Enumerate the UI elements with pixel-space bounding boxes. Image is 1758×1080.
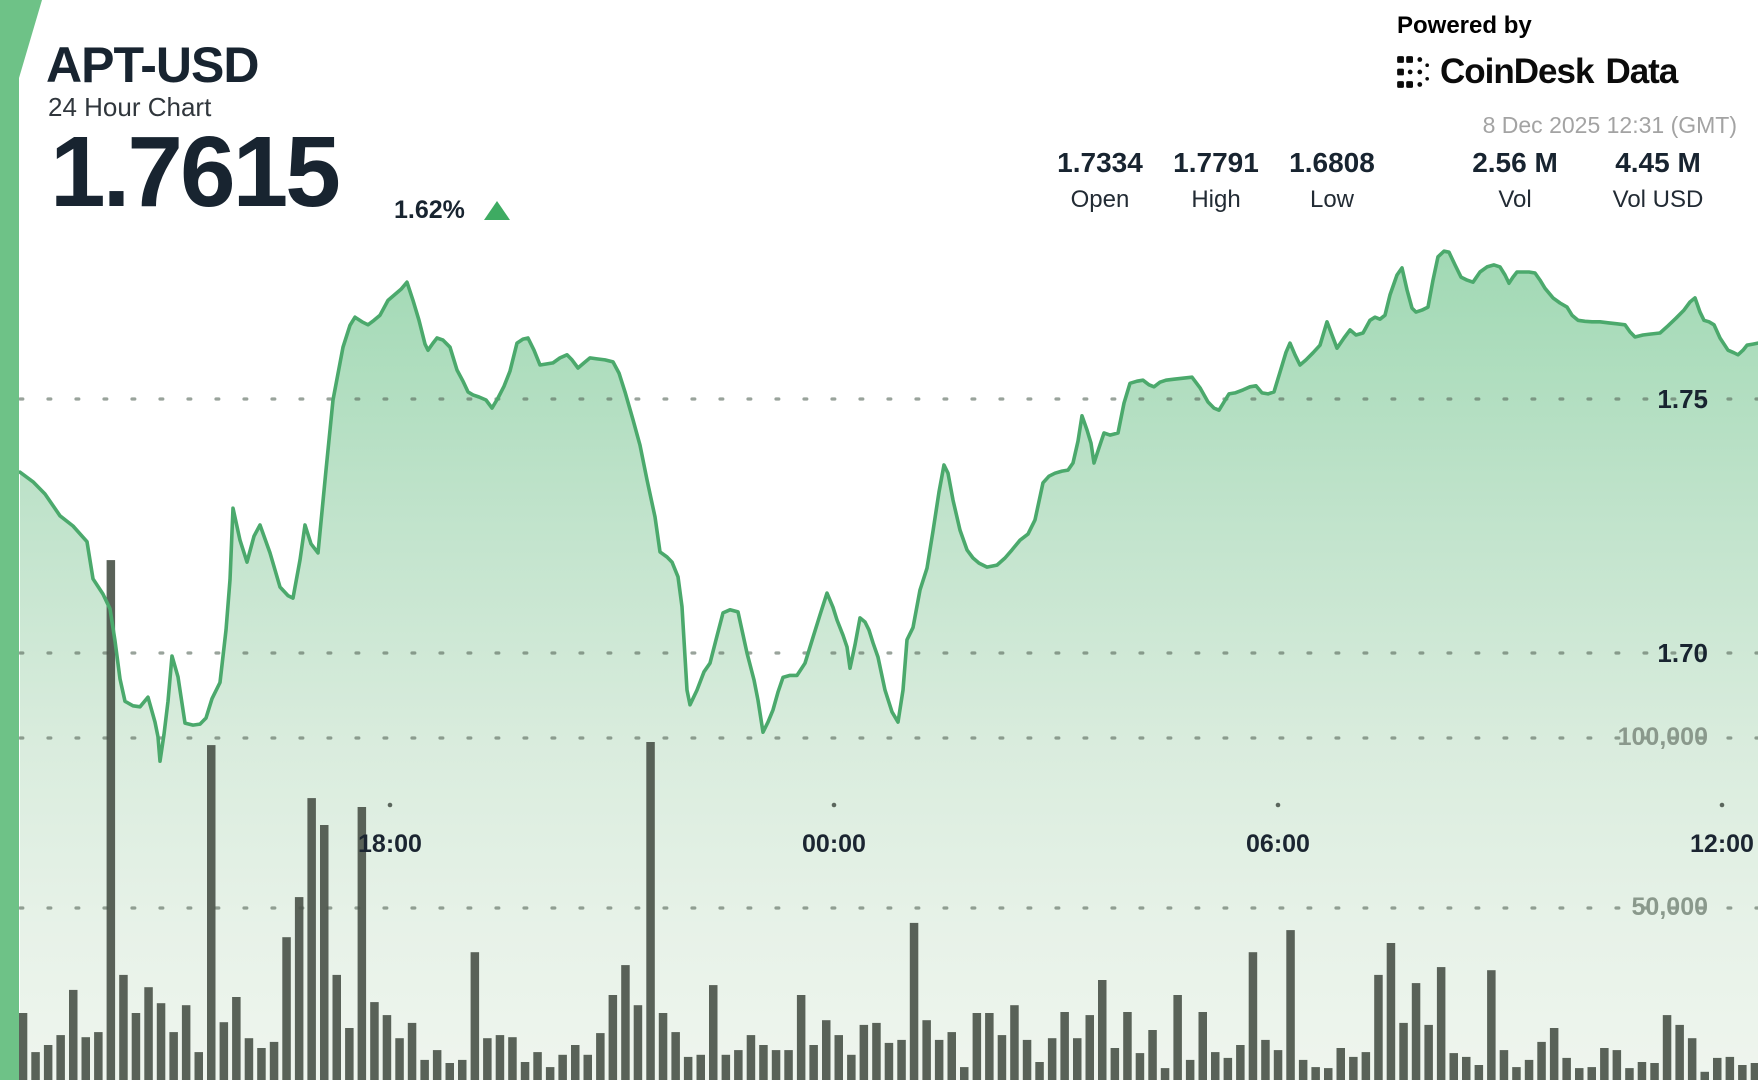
up-arrow-icon [484,201,510,220]
change-percent: 1.62% [394,196,465,224]
current-price: 1.7615 [50,116,341,228]
stat-vol-usd: 4.45 M Vol USD [1583,148,1733,214]
logo-word-data: Data [1605,52,1678,91]
coindesk-data-logo[interactable]: CoinDesk Data [1396,52,1678,92]
stat-vol-usd-value: 4.45 M [1615,147,1701,178]
stat-vol-label: Vol [1498,186,1532,213]
volume-axis-label-100k: 100,000 [1617,723,1708,751]
page-title-symbol: APT-USD [46,37,259,93]
stat-low-label: Low [1309,186,1355,213]
logo-word-coindesk: CoinDesk [1440,52,1594,91]
x-tick-label: 12:00 [1690,830,1754,858]
stat-vol: 2.56 M Vol [1440,148,1590,214]
stat-vol-usd-label: Vol USD [1612,186,1704,213]
x-tick-label: 00:00 [802,830,866,858]
stat-open-value: 1.7334 [1057,147,1143,178]
price-axis-label-175: 1.75 [1657,384,1708,414]
x-tick-label: 06:00 [1246,830,1310,858]
left-accent-bar [0,0,42,1080]
stat-open: 1.7334 Open [1025,148,1175,214]
chart-timestamp: 8 Dec 2025 12:31 (GMT) [1482,112,1737,138]
x-tick-label: 18:00 [358,830,422,858]
coindesk-logo-icon [1397,56,1429,88]
chart-subtitle: 24 Hour Chart [48,92,212,122]
stat-high-label: High [1191,186,1241,213]
stat-high: 1.7791 High [1141,148,1291,214]
price-axis-label-170: 1.70 [1657,638,1708,668]
volume-axis-label-50k: 50,000 [1631,893,1708,921]
stat-low: 1.6808 Low [1257,148,1407,214]
stat-vol-value: 2.56 M [1472,147,1558,178]
stat-high-value: 1.7791 [1173,147,1259,178]
stat-low-value: 1.6808 [1289,147,1375,178]
stat-open-label: Open [1070,186,1130,213]
powered-by-label: Powered by [1397,12,1532,39]
